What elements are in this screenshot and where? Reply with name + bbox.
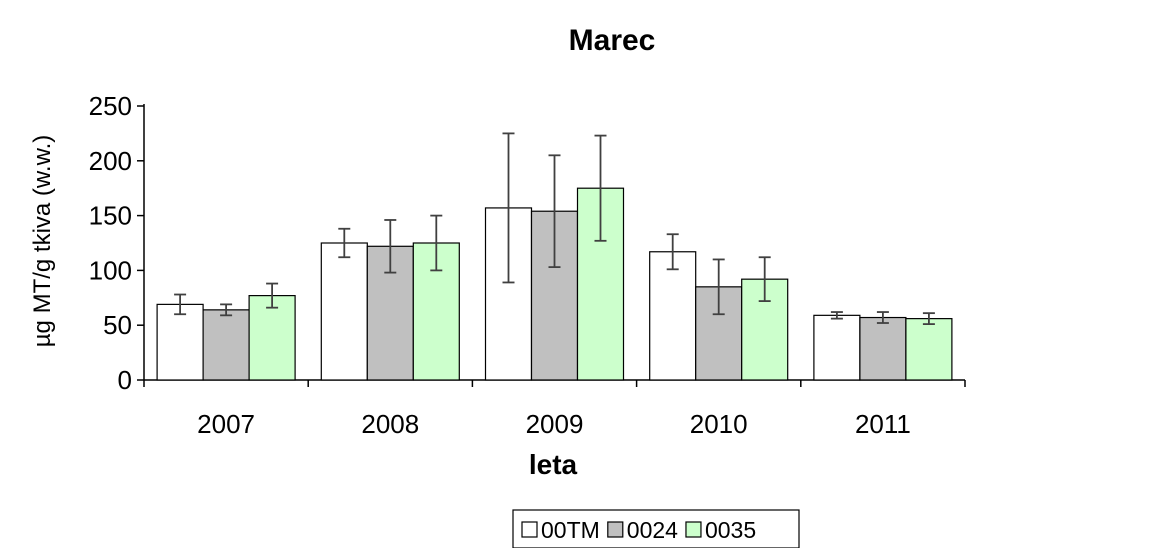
x-tick-label-2008: 2008: [361, 409, 419, 439]
x-tick-label-2010: 2010: [690, 409, 748, 439]
bar-0024-2007: [202, 309, 250, 381]
y-tick-label: 250: [89, 91, 132, 121]
y-tick-label: 50: [103, 310, 132, 340]
x-tick-label-2007: 2007: [197, 409, 255, 439]
bar-0035-2007: [248, 295, 296, 381]
y-axis-title: µg MT/g tkiva (w.w.): [29, 135, 56, 348]
y-tick-label: 100: [89, 255, 132, 285]
bar-00TM-2010: [649, 251, 697, 381]
y-tick-label: 150: [89, 201, 132, 231]
bar-0035-2011: [905, 318, 953, 381]
legend-label-0024: 0024: [627, 517, 678, 543]
plot-area: 0 50 100 150 200 250 2007 2008 2009 2010 2011: [89, 91, 966, 439]
legend-swatch-00TM: [521, 521, 538, 538]
legend-swatch-0024: [607, 521, 624, 538]
x-axis-title: leta: [529, 449, 578, 480]
bar-00TM-2007: [156, 303, 204, 381]
bar-00TM-2008: [320, 242, 368, 381]
bar-0024-2011: [859, 316, 907, 381]
bar-00TM-2011: [813, 314, 861, 381]
legend-swatch-0035: [685, 521, 702, 538]
x-tick-label-2011: 2011: [855, 409, 911, 439]
legend-label-00TM: 00TM: [541, 517, 600, 543]
chart-title: Marec: [569, 24, 656, 57]
legend-box: [512, 509, 800, 549]
legend: 00TM 0024 0035: [512, 509, 800, 549]
y-tick-label: 200: [89, 146, 132, 176]
y-tick-label: 0: [118, 365, 132, 395]
x-tick-label-2009: 2009: [526, 409, 584, 439]
legend-label-0035: 0035: [705, 517, 756, 543]
